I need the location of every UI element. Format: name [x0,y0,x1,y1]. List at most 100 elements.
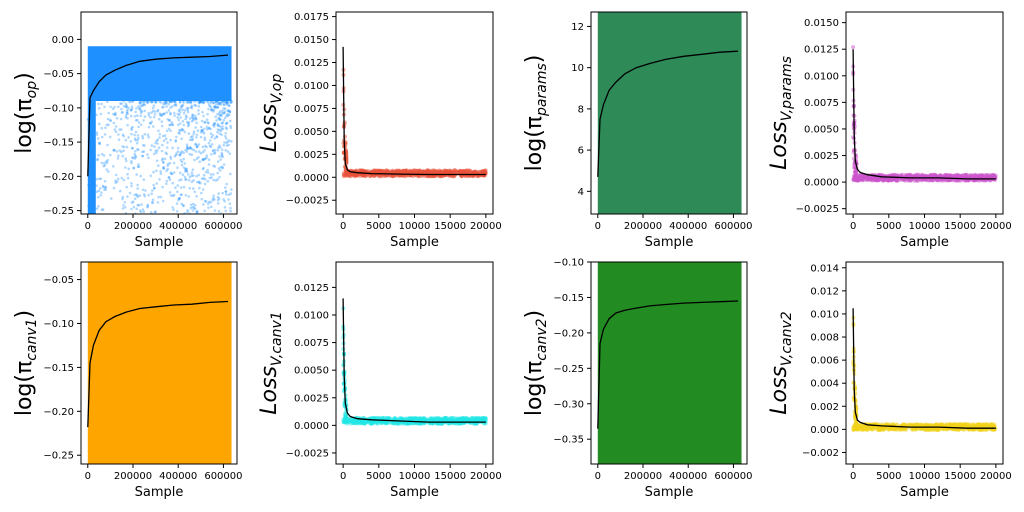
scatter-point [176,166,179,169]
scatter-point [220,134,223,137]
scatter-point [184,178,187,181]
scatter-point [153,153,156,156]
scatter-point [97,103,100,106]
scatter-point [218,197,221,200]
scatter-point [916,173,920,177]
scatter-point [114,112,117,115]
scatter-point [147,204,150,207]
scatter-point [171,105,174,108]
scatter-point [148,112,151,115]
scatter-point [125,186,128,189]
scatter-point [98,142,101,145]
scatter-point [182,158,185,161]
scatter-point [162,135,165,138]
y-tick-label: 0.014 [810,263,839,274]
scatter-point [161,144,164,147]
scatter-point [217,146,220,149]
scatter-point [224,107,227,110]
scatter-point [144,115,147,118]
scatter-point [179,172,182,175]
scatter-point [165,102,168,105]
scatter-point [136,142,139,145]
x-tick-label: 400000 [669,221,707,232]
scatter-point [175,136,178,139]
scatter-point [198,181,201,184]
scatter-point [182,101,185,104]
scatter-point [178,113,181,116]
scatter-points [851,316,997,432]
scatter-point [210,206,213,209]
scatter-point [99,187,102,190]
y-tick-label: 0.0025 [294,393,329,404]
scatter-point [147,133,150,136]
panel-log_params: 0 200000 400000 6000001210864Samplelog(πpar… [522,10,753,250]
scatter-point [460,170,464,174]
plot-area [851,308,997,432]
y-tick-label: 0.008 [810,333,839,344]
scatter-point [157,130,160,133]
scatter-point [178,197,181,200]
scatter-point [143,211,146,214]
scatter-point [228,104,231,107]
x-tick-label: 600000 [714,471,752,482]
scatter-point [92,172,95,175]
scatter-point [140,114,143,117]
scatter-point [185,114,188,117]
scatter-point [226,122,229,125]
y-tick-label: 12 [571,22,584,33]
scatter-point [218,210,221,213]
scatter-point [91,115,94,118]
scatter-point [164,158,167,161]
scatter-point [203,210,206,213]
scatter-point [131,147,134,150]
scatter-point [225,126,228,129]
scatter-point [188,187,191,190]
scatter-point [131,126,134,129]
scatter-point [131,156,134,159]
scatter-point [149,175,152,178]
scatter-point [113,187,116,190]
scatter-point [177,119,180,122]
y-tick-label: 0.0100 [294,81,329,92]
scatter-point [144,189,147,192]
scatter-point [110,197,113,200]
scatter-point [225,183,228,186]
scatter-point [221,109,224,112]
scatter-point [205,146,208,149]
y-axis-title: log(πparams) [522,55,550,172]
y-tick-label: −0.20 [553,328,584,339]
scatter-point [210,201,213,204]
scatter-point [353,419,357,423]
scatter-point [161,150,164,153]
scatter-point [118,138,121,141]
scatter-point [160,172,163,175]
scatter-point [181,164,184,167]
scatter-point [137,126,140,129]
scatter-point [200,152,203,155]
scatter-point [129,192,132,195]
scatter-point [134,139,137,142]
scatter-point [177,150,180,153]
scatter-point [202,101,205,104]
scatter-point [175,154,178,157]
scatter-points [341,306,488,426]
x-tick-label: 20000 [470,471,502,482]
scatter-point [101,136,104,139]
scatter-point [133,194,136,197]
scatter-point [189,117,192,120]
scatter-point [206,169,209,172]
y-tick-label: −0.0025 [796,204,839,215]
scatter-point [93,147,96,150]
scatter-point [869,177,873,181]
scatter-point [200,192,203,195]
y-tick-label: −0.15 [43,138,74,149]
scatter-point [153,104,156,107]
scatter-points [341,68,487,179]
scatter-point [135,208,138,211]
y-tick-label: 0.010 [810,309,839,320]
scatter-point [162,103,165,106]
y-tick-label: 6 [578,146,584,157]
scatter-point [195,195,198,198]
scatter-point [168,119,171,122]
scatter-point [224,135,227,138]
